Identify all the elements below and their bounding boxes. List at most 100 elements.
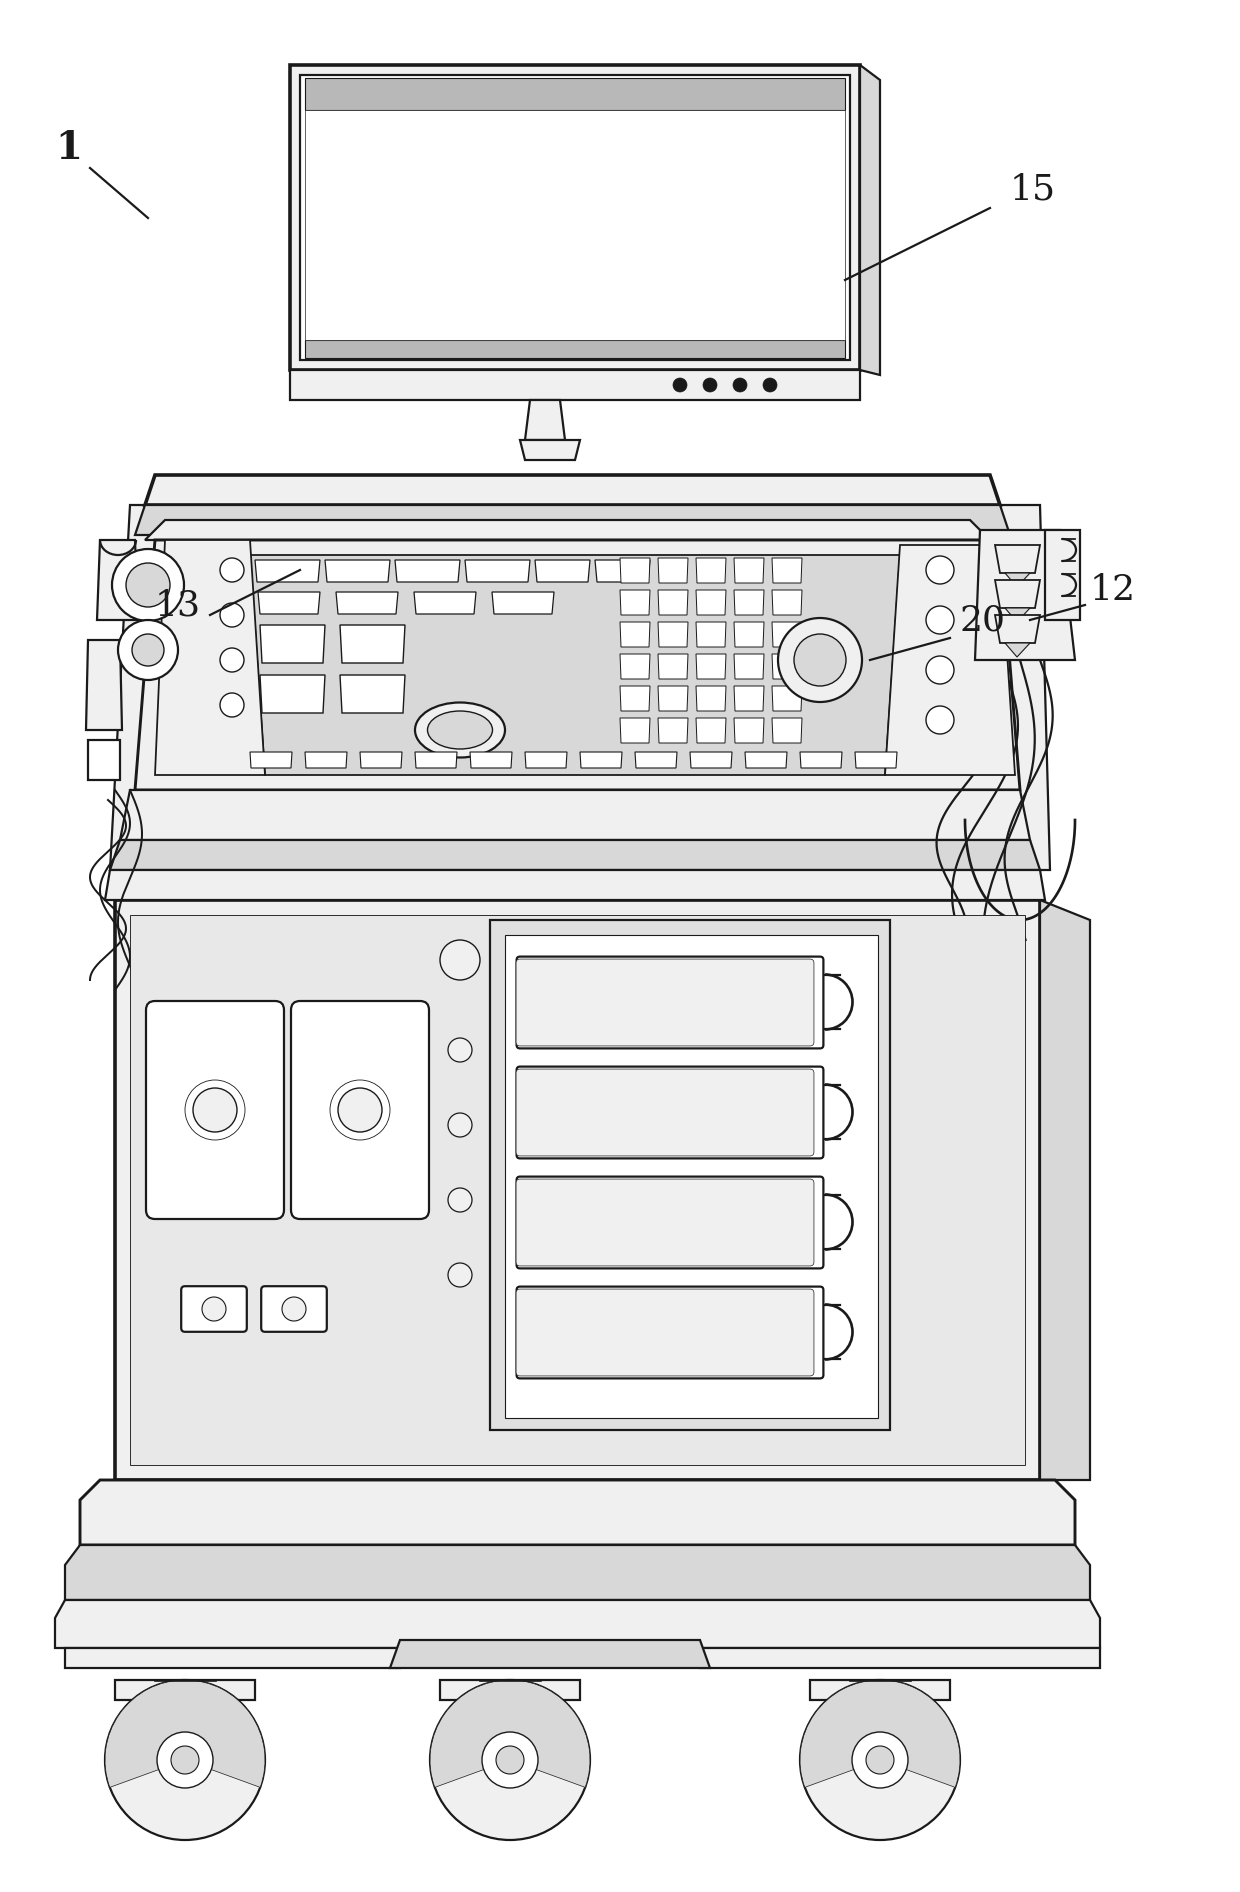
Circle shape: [448, 1188, 472, 1213]
Circle shape: [112, 549, 184, 621]
Polygon shape: [975, 530, 1075, 660]
Polygon shape: [305, 110, 844, 341]
Circle shape: [105, 1680, 265, 1841]
Polygon shape: [734, 717, 764, 744]
Polygon shape: [773, 717, 802, 744]
Polygon shape: [525, 399, 565, 441]
Text: 13: 13: [155, 588, 201, 622]
Wedge shape: [800, 1680, 960, 1788]
Circle shape: [339, 1088, 382, 1131]
Polygon shape: [305, 751, 347, 768]
Polygon shape: [696, 655, 725, 679]
Polygon shape: [115, 901, 1040, 1480]
Polygon shape: [325, 560, 391, 583]
Polygon shape: [1004, 573, 1030, 587]
Polygon shape: [110, 505, 165, 870]
Polygon shape: [135, 505, 1011, 535]
FancyBboxPatch shape: [516, 959, 813, 1046]
Text: 12: 12: [1090, 573, 1136, 607]
Circle shape: [219, 647, 244, 672]
Polygon shape: [800, 751, 842, 768]
Polygon shape: [290, 64, 861, 371]
Polygon shape: [856, 751, 897, 768]
Polygon shape: [734, 687, 764, 711]
Polygon shape: [155, 539, 265, 776]
Polygon shape: [745, 751, 787, 768]
Polygon shape: [340, 675, 405, 713]
Polygon shape: [250, 554, 900, 776]
Polygon shape: [994, 545, 1040, 573]
Polygon shape: [440, 1680, 580, 1701]
Ellipse shape: [415, 702, 505, 757]
Circle shape: [763, 378, 777, 392]
FancyBboxPatch shape: [517, 1287, 823, 1379]
Ellipse shape: [428, 711, 492, 749]
Circle shape: [800, 1680, 960, 1841]
Polygon shape: [620, 622, 650, 647]
Circle shape: [448, 1264, 472, 1287]
FancyBboxPatch shape: [181, 1287, 247, 1332]
Polygon shape: [505, 935, 878, 1417]
Circle shape: [703, 378, 717, 392]
Circle shape: [496, 1746, 525, 1775]
Polygon shape: [534, 560, 590, 583]
Polygon shape: [658, 558, 688, 583]
Polygon shape: [994, 615, 1040, 643]
Polygon shape: [305, 78, 844, 110]
Polygon shape: [658, 655, 688, 679]
Polygon shape: [55, 1601, 1100, 1648]
Polygon shape: [110, 840, 1040, 870]
Polygon shape: [696, 558, 725, 583]
Circle shape: [926, 605, 954, 634]
Polygon shape: [492, 592, 554, 615]
Polygon shape: [145, 520, 990, 539]
Polygon shape: [64, 1546, 1090, 1601]
Polygon shape: [336, 592, 398, 615]
Polygon shape: [490, 920, 890, 1430]
Polygon shape: [620, 717, 650, 744]
Circle shape: [794, 634, 846, 687]
Circle shape: [281, 1298, 306, 1321]
FancyBboxPatch shape: [517, 957, 823, 1048]
Circle shape: [448, 1112, 472, 1137]
Polygon shape: [773, 590, 802, 615]
Polygon shape: [810, 1680, 950, 1701]
Polygon shape: [260, 675, 325, 713]
Polygon shape: [885, 545, 1016, 776]
Polygon shape: [620, 558, 650, 583]
Polygon shape: [86, 639, 122, 730]
Polygon shape: [81, 1480, 1075, 1546]
Polygon shape: [734, 558, 764, 583]
FancyBboxPatch shape: [516, 1069, 813, 1156]
Polygon shape: [391, 1640, 711, 1669]
Circle shape: [777, 619, 862, 702]
Polygon shape: [300, 76, 849, 359]
Polygon shape: [520, 441, 580, 460]
Circle shape: [118, 621, 179, 679]
Polygon shape: [250, 751, 291, 768]
FancyBboxPatch shape: [517, 1067, 823, 1158]
Polygon shape: [1040, 901, 1090, 1480]
Circle shape: [171, 1746, 198, 1775]
Polygon shape: [64, 1648, 401, 1669]
Polygon shape: [773, 622, 802, 647]
Circle shape: [440, 940, 480, 980]
FancyBboxPatch shape: [516, 1288, 813, 1375]
Polygon shape: [734, 590, 764, 615]
Polygon shape: [105, 870, 1045, 901]
Polygon shape: [773, 655, 802, 679]
Polygon shape: [696, 590, 725, 615]
Polygon shape: [620, 655, 650, 679]
Polygon shape: [658, 590, 688, 615]
Circle shape: [866, 1746, 894, 1775]
Circle shape: [202, 1298, 226, 1321]
Wedge shape: [105, 1680, 265, 1788]
Polygon shape: [1004, 643, 1030, 657]
Circle shape: [430, 1680, 590, 1841]
Circle shape: [126, 564, 170, 607]
Polygon shape: [734, 622, 764, 647]
Polygon shape: [595, 560, 650, 583]
Polygon shape: [414, 592, 476, 615]
Polygon shape: [145, 475, 999, 505]
Polygon shape: [990, 505, 1050, 870]
